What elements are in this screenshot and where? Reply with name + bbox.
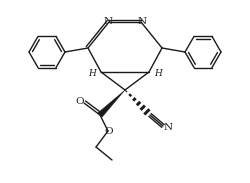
- Text: O: O: [76, 98, 84, 107]
- Text: H: H: [88, 68, 96, 77]
- Text: N: N: [163, 122, 172, 132]
- Text: N: N: [137, 16, 146, 25]
- Text: N: N: [103, 16, 112, 25]
- Text: H: H: [154, 68, 161, 77]
- Text: O: O: [104, 128, 113, 137]
- Polygon shape: [98, 90, 124, 117]
